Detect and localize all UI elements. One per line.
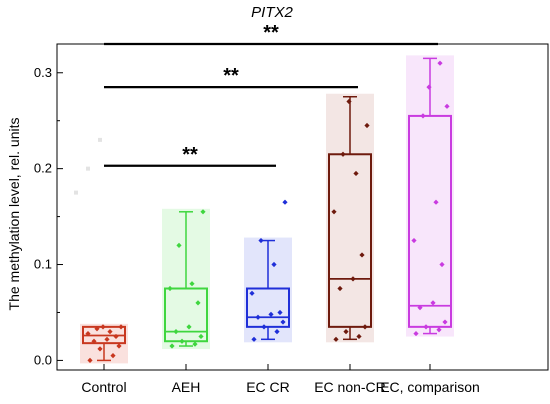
data-point — [173, 329, 179, 335]
data-point — [258, 237, 264, 244]
data-point — [255, 314, 261, 320]
data-point — [249, 290, 255, 296]
y-tick-label: 0.3 — [34, 65, 52, 80]
x-tick-label: EC CR — [246, 379, 290, 395]
data-point — [333, 336, 339, 342]
data-point — [261, 324, 267, 330]
data-point — [189, 281, 195, 287]
data-point — [426, 84, 432, 90]
y-tick-label: 0.1 — [34, 257, 52, 272]
data-point — [353, 170, 359, 177]
data-point — [413, 330, 419, 337]
significance-label: ** — [223, 65, 239, 87]
data-point — [364, 122, 370, 129]
data-point — [436, 327, 442, 333]
data-point — [200, 209, 206, 215]
y-axis-label: The methylation level, rel. units — [6, 118, 22, 311]
chart-title: PITX2 — [251, 4, 293, 21]
data-point — [337, 285, 343, 292]
data-point — [417, 305, 423, 311]
data-point — [113, 333, 119, 340]
data-point — [444, 103, 450, 109]
data-point — [176, 242, 182, 248]
data-point — [104, 336, 110, 342]
data-point — [437, 60, 443, 66]
axes: 0.0 0.1 0.2 0.3 Control AEH EC CR EC non-CREC, … — [34, 43, 549, 395]
data-point — [439, 261, 445, 268]
data-point — [118, 324, 124, 330]
x-tick-label: EC non-CR — [314, 379, 386, 395]
box-iqr — [328, 153, 372, 328]
data-point — [340, 151, 346, 157]
data-point — [100, 324, 106, 330]
data-point — [271, 261, 277, 268]
data-point — [420, 113, 426, 119]
data-point — [116, 343, 122, 349]
data-point — [423, 324, 429, 330]
plot-frame — [56, 43, 549, 371]
x-tick-label: Control — [81, 379, 126, 395]
significance-label: ** — [263, 22, 279, 44]
data-point — [251, 336, 257, 342]
data-point — [94, 326, 100, 332]
outlier-point — [98, 137, 102, 142]
y-tick-label: 0.0 — [34, 352, 52, 367]
data-point — [91, 338, 97, 344]
data-point — [362, 324, 368, 330]
box-group-1 — [74, 137, 128, 364]
data-point — [85, 330, 91, 337]
box-iqr — [246, 287, 290, 328]
data-point — [411, 237, 417, 244]
data-point — [277, 309, 283, 316]
box-iqr — [164, 287, 208, 343]
data-point — [274, 329, 280, 335]
data-point — [359, 252, 365, 258]
y-tick-label: 0.2 — [34, 161, 52, 176]
data-point — [346, 98, 352, 105]
data-point — [198, 333, 204, 340]
data-point — [268, 311, 274, 317]
data-point — [280, 319, 286, 325]
box-group-2 — [162, 208, 210, 350]
data-point — [343, 329, 349, 335]
x-tick-label: EC, comparison — [380, 379, 480, 395]
significance-label: ** — [182, 144, 198, 166]
box-iqr — [408, 114, 452, 328]
data-point — [107, 329, 113, 335]
x-tick-label: AEH — [172, 379, 201, 395]
data-point — [87, 357, 93, 364]
data-point — [331, 209, 337, 215]
data-point — [430, 300, 436, 306]
data-point — [192, 341, 198, 347]
data-point — [97, 346, 103, 352]
box-group-5 — [406, 55, 454, 337]
data-point — [167, 285, 173, 292]
box-groups — [74, 55, 454, 364]
data-point — [186, 324, 192, 330]
data-point — [282, 199, 288, 205]
data-point — [169, 343, 175, 349]
outlier-point — [74, 190, 78, 195]
data-point — [442, 319, 448, 325]
data-point — [179, 338, 185, 344]
box-group-3 — [244, 199, 292, 343]
data-point — [350, 276, 356, 282]
data-point — [356, 333, 362, 340]
data-point — [195, 300, 201, 306]
data-point — [110, 353, 116, 359]
data-point — [433, 199, 439, 205]
outlier-point — [86, 166, 90, 171]
box-group-4 — [326, 93, 374, 343]
